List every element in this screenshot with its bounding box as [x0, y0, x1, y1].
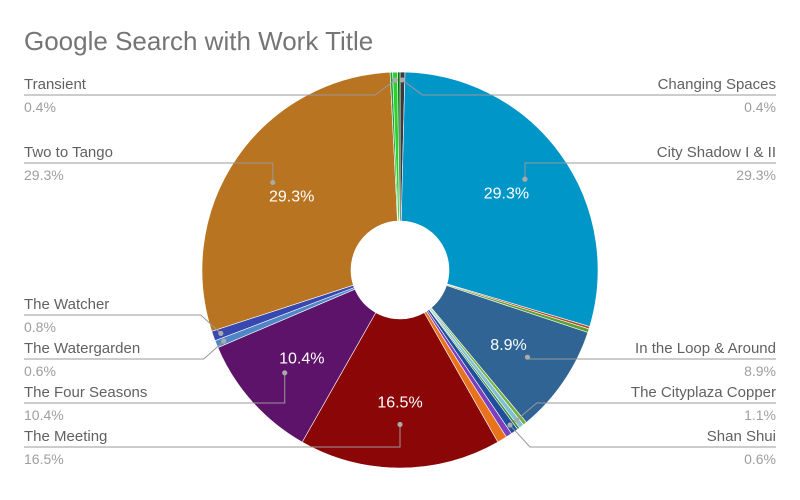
callout-dot	[218, 330, 224, 336]
callout-dot	[270, 179, 276, 186]
callout-pct: 0.8%	[24, 319, 56, 335]
callout-line	[509, 424, 776, 448]
callout-dot	[507, 422, 513, 428]
callout-label: The Watergarden	[24, 340, 140, 357]
callout-in-the-loop-and-around: In the Loop & Around 8.9%	[524, 340, 776, 379]
callout-pct: 1.1%	[744, 407, 776, 423]
callout-label: The Meeting	[24, 428, 107, 445]
inner-pct-label: 29.3%	[484, 186, 529, 203]
callout-changing-spaces: Changing Spaces 0.4%	[399, 76, 776, 115]
callout-label: Changing Spaces	[658, 76, 776, 93]
inner-pct-label: 29.3%	[269, 188, 314, 205]
callout-pct: 29.3%	[736, 167, 776, 183]
chart-title: Google Search with Work Title	[24, 26, 373, 56]
inner-pct-label: 16.5%	[377, 395, 422, 412]
callouts-layer: Changing Spaces 0.4% City Shadow I & II 29.…	[24, 76, 776, 467]
callout-line	[402, 79, 776, 96]
callout-pct: 0.6%	[24, 363, 56, 379]
callout-dot	[282, 370, 288, 376]
callout-dot	[522, 176, 528, 182]
callout-pct: 0.4%	[744, 99, 776, 115]
callout-the-meeting: The Meeting 16.5%	[24, 421, 403, 467]
slice-two-to-tango	[201, 71, 398, 332]
callout-label: Transient	[24, 76, 87, 93]
callout-label: The Watcher	[24, 296, 109, 313]
callout-label: In the Loop & Around	[635, 340, 776, 357]
callout-the-watergarden: The Watergarden 0.6%	[24, 338, 227, 379]
callout-transient: Transient 0.4%	[24, 76, 398, 115]
callout-dot	[524, 354, 531, 360]
callout-pct: 16.5%	[24, 451, 64, 467]
callout-label: The Cityplaza Copper	[631, 384, 776, 401]
callout-the-watcher: The Watcher 0.8%	[24, 296, 224, 336]
callout-pct: 0.6%	[744, 451, 776, 467]
callout-line	[24, 79, 396, 96]
inner-labels-layer: 29.3% 8.9% 16.5% 10.4% 29.3%	[269, 186, 529, 412]
callout-pct: 29.3%	[24, 167, 64, 183]
slices-layer	[201, 71, 599, 469]
callout-line	[24, 424, 401, 448]
inner-pct-label: 10.4%	[279, 351, 324, 368]
slice-unlabeled-18	[397, 71, 401, 222]
callout-dot	[399, 77, 405, 83]
callout-dot	[514, 417, 520, 423]
callout-city-shadow-i-and-ii: City Shadow I & II 29.3%	[522, 144, 776, 183]
callout-label: City Shadow I & II	[657, 144, 776, 161]
callout-label: Shan Shui	[707, 428, 776, 445]
inner-pct-label: 8.9%	[490, 337, 526, 354]
callout-line	[524, 162, 776, 180]
callout-the-cityplaza-copper: The Cityplaza Copper 1.1%	[514, 384, 776, 423]
callout-line	[24, 162, 274, 183]
callout-dot	[397, 421, 403, 428]
callout-line	[516, 402, 776, 421]
slice-the-four-seasons	[217, 288, 377, 443]
callout-pct: 10.4%	[24, 407, 64, 423]
callout-shan-shui: Shan Shui 0.6%	[507, 422, 776, 467]
slice-in-the-loop-and-around	[430, 285, 589, 423]
callout-dot	[392, 77, 398, 83]
callout-label: Two to Tango	[24, 144, 113, 161]
callout-the-four-seasons: The Four Seasons 10.4%	[24, 370, 288, 423]
slice-the-meeting	[301, 312, 499, 469]
callout-line	[24, 372, 286, 404]
callout-two-to-tango: Two to Tango 29.3%	[24, 144, 276, 186]
callout-line	[24, 314, 222, 334]
callout-label: The Four Seasons	[24, 384, 147, 401]
callout-dot	[221, 338, 227, 344]
callout-pct: 8.9%	[744, 363, 776, 379]
callout-pct: 0.4%	[24, 99, 56, 115]
callout-line	[24, 340, 225, 360]
